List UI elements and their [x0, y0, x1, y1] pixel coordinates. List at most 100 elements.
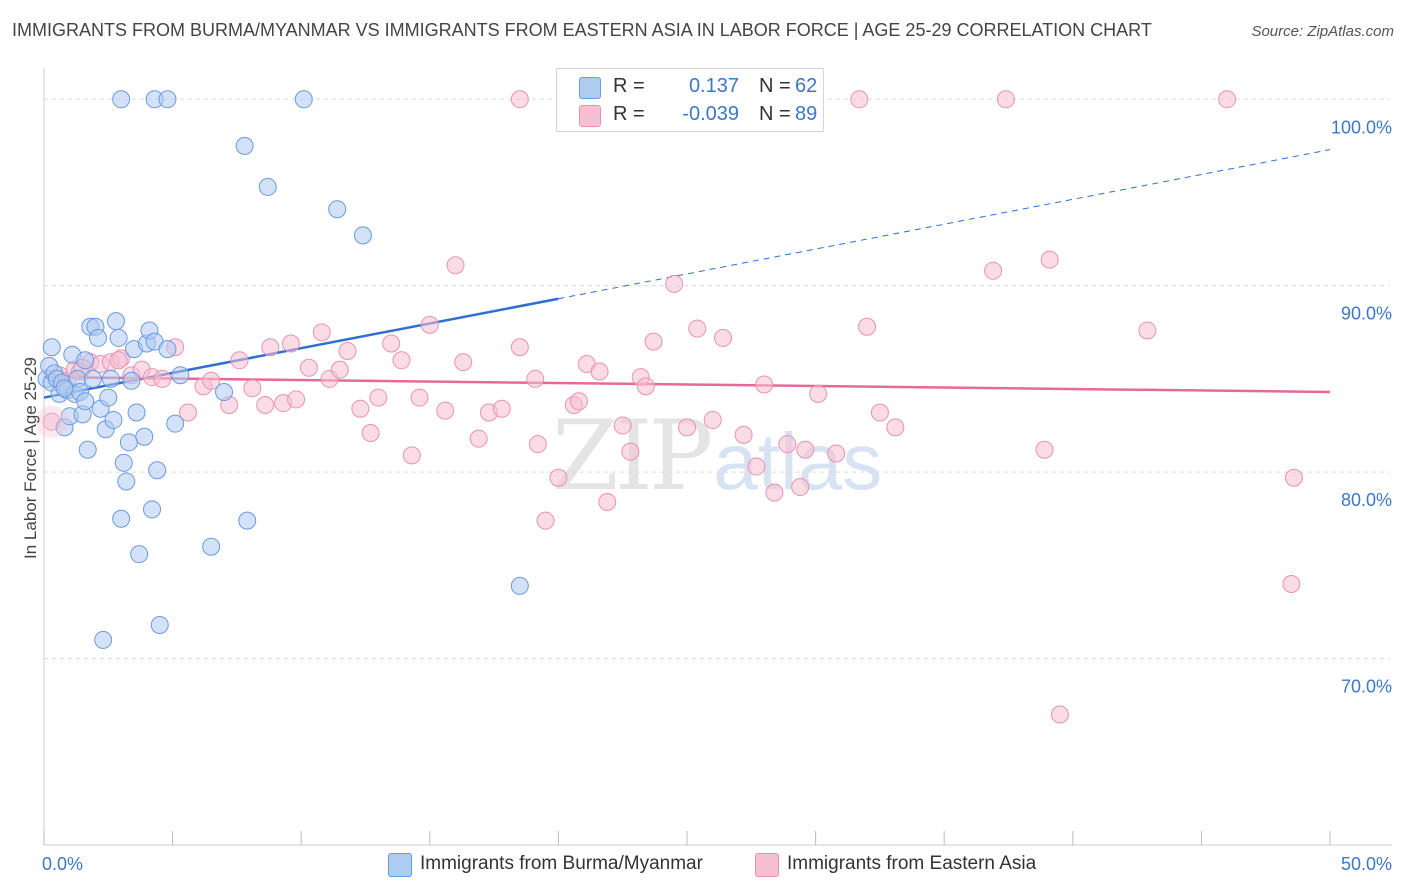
pink-point [1040, 250, 1059, 269]
pink-point [598, 492, 617, 511]
pink-point [528, 435, 547, 454]
pink-point [549, 468, 568, 487]
pink-point [621, 442, 640, 461]
pink-point [469, 429, 488, 448]
pink-point [1282, 575, 1301, 593]
pink-point [330, 360, 349, 379]
y-tick-label: 90.0% [1341, 304, 1392, 324]
blue-point [130, 545, 149, 564]
pink-point [1284, 468, 1303, 487]
pink-point [35, 405, 68, 438]
pink-point [256, 396, 275, 415]
legend-r-value: 0.137 [688, 75, 739, 97]
blue-point [328, 200, 347, 219]
pink-point [230, 351, 249, 370]
pink-point [492, 399, 511, 418]
legend-r-value: -0.039 [682, 103, 739, 125]
data-points [35, 90, 1303, 724]
blue-point [135, 427, 154, 446]
pink-point [636, 377, 655, 396]
blue-point [99, 388, 118, 407]
blue-point [148, 461, 167, 480]
blue-point [101, 369, 120, 388]
legend-n-label: N = [759, 103, 791, 125]
blue-point [112, 90, 131, 109]
blue-point [78, 440, 97, 459]
blue-point [122, 371, 141, 390]
legend-series-name: Immigrants from Eastern Asia [787, 853, 1037, 874]
pink-point [510, 90, 529, 109]
legend-swatch-blue [579, 77, 601, 99]
pink-point [886, 418, 905, 437]
pink-point [109, 351, 128, 370]
pink-point [454, 353, 473, 372]
axes [43, 68, 1392, 846]
blue-point [114, 453, 133, 472]
legend-swatch-pink [579, 105, 601, 127]
y-axis-label: In Labor Force | Age 25-29 [21, 357, 40, 559]
pink-point [361, 423, 380, 442]
pink-point [809, 384, 828, 403]
pink-point [996, 90, 1015, 109]
trend-line-blue-extension [558, 149, 1331, 300]
blue-point [353, 226, 372, 245]
x-tick-label: 0.0% [42, 854, 83, 874]
blue-point [119, 433, 138, 452]
pink-point [984, 261, 1003, 280]
pink-point [446, 256, 465, 275]
pink-point [1218, 90, 1237, 109]
pink-point [796, 440, 815, 459]
pink-point [1050, 705, 1069, 724]
blue-point [510, 576, 529, 595]
pink-point [870, 403, 889, 422]
pink-point [338, 341, 357, 360]
pink-point [747, 457, 766, 476]
blue-point [294, 90, 313, 109]
blue-point [158, 90, 177, 109]
legend-series-name: Immigrants from Burma/Myanmar [420, 853, 703, 874]
source-label: Source: ZipAtlas.com [1251, 23, 1394, 40]
pink-point [590, 362, 609, 381]
blue-point [150, 616, 169, 635]
pink-point [420, 315, 439, 334]
legend-r-label: R = [613, 103, 645, 125]
stats-legend: R = 0.137 N = 62 R = -0.039 N = 89 [556, 68, 824, 132]
blue-point [76, 392, 95, 411]
pink-point [312, 323, 331, 342]
pink-point [678, 418, 696, 437]
blue-point [117, 472, 136, 491]
blue-point [127, 403, 146, 422]
legend-n-value: 62 [795, 75, 818, 97]
blue-point [166, 414, 185, 433]
blue-point [238, 511, 257, 530]
legend-r-label: R = [613, 75, 645, 97]
pink-point [369, 388, 388, 407]
pink-point [734, 425, 753, 444]
pink-point [261, 338, 280, 357]
blue-point [42, 338, 61, 357]
legend-n-value: 89 [795, 103, 818, 125]
pink-point [243, 379, 262, 398]
pink-point [714, 328, 733, 347]
blue-point [171, 366, 190, 385]
pink-point [392, 351, 411, 370]
y-tick-label: 80.0% [1341, 490, 1392, 510]
pink-point [778, 435, 797, 454]
pink-point [827, 444, 846, 463]
pink-point [765, 483, 784, 502]
legend-swatch-blue [388, 853, 412, 877]
pink-point [850, 90, 869, 109]
blue-point [258, 177, 277, 196]
pink-point [569, 392, 588, 411]
pink-point [665, 274, 684, 293]
blue-point [158, 340, 177, 359]
blue-point [107, 312, 126, 331]
pink-point [536, 511, 555, 530]
tick-labels: 70.0% 80.0% 90.0% 100.0% 0.0% 50.0% [42, 117, 1392, 874]
pink-point [510, 338, 529, 357]
pink-point [644, 332, 663, 351]
pink-point [1035, 440, 1054, 459]
blue-point [143, 500, 162, 519]
legend-n-label: N = [759, 75, 791, 97]
